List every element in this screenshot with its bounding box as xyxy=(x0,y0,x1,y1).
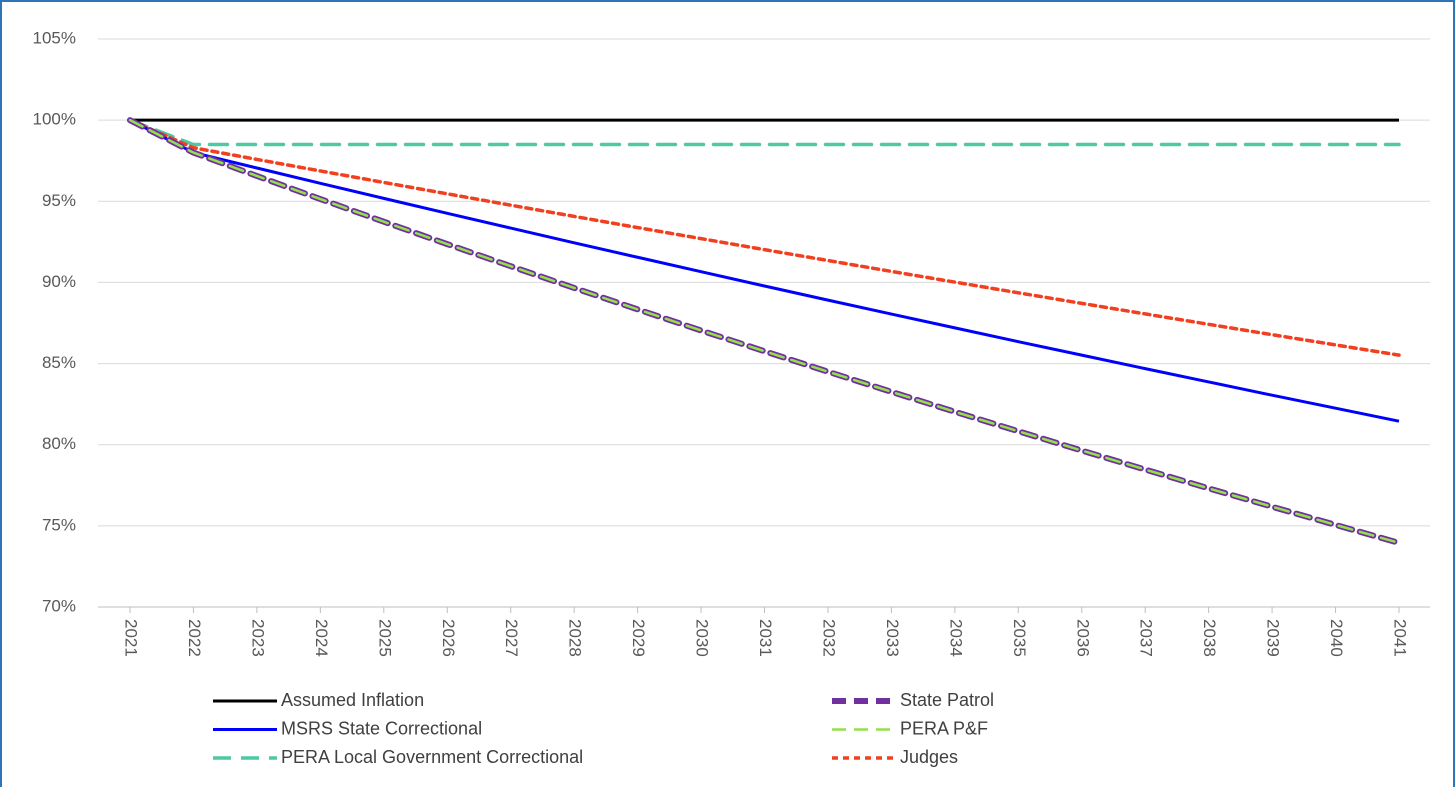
x-tick-label: 2037 xyxy=(1137,619,1156,657)
x-tick-label: 2039 xyxy=(1264,619,1283,657)
legend-label: Judges xyxy=(900,747,958,767)
y-tick-label: 95% xyxy=(42,191,76,210)
legend-label: PERA P&F xyxy=(900,718,988,738)
x-tick-label: 2033 xyxy=(883,619,902,657)
y-tick-label: 90% xyxy=(42,272,76,291)
y-tick-label: 70% xyxy=(42,596,76,615)
x-tick-label: 2036 xyxy=(1073,619,1092,657)
y-tick-label: 75% xyxy=(42,515,76,534)
x-tick-label: 2041 xyxy=(1391,619,1410,657)
line-series xyxy=(128,118,1401,545)
x-tick-label: 2026 xyxy=(439,619,458,657)
y-tick-label: 80% xyxy=(42,434,76,453)
legend-label: Assumed Inflation xyxy=(281,690,424,710)
line-series xyxy=(128,118,1401,357)
x-tick-label: 2031 xyxy=(756,619,775,657)
x-tick-label: 2030 xyxy=(693,619,712,657)
x-tick-label: 2032 xyxy=(819,619,838,657)
y-tick-label: 85% xyxy=(42,353,76,372)
x-tick-label: 2034 xyxy=(946,619,965,657)
x-tick-label: 2035 xyxy=(1010,619,1029,657)
x-tick-label: 2038 xyxy=(1200,619,1219,657)
x-tick-label: 2021 xyxy=(122,619,141,657)
x-tick-label: 2022 xyxy=(185,619,204,657)
legend-label: MSRS State Correctional xyxy=(281,718,482,738)
x-tick-label: 2029 xyxy=(629,619,648,657)
y-tick-label: 100% xyxy=(33,110,76,129)
x-tick-label: 2028 xyxy=(566,619,585,657)
line-series xyxy=(128,118,1401,147)
x-tick-label: 2024 xyxy=(312,619,331,657)
x-tick-label: 2040 xyxy=(1327,619,1346,657)
line-series xyxy=(129,118,1400,423)
y-tick-label: 105% xyxy=(33,28,76,47)
legend-label: State Patrol xyxy=(900,690,994,710)
x-tick-label: 2027 xyxy=(502,619,521,657)
x-tick-label: 2023 xyxy=(248,619,267,657)
x-tick-label: 2025 xyxy=(375,619,394,657)
legend-label: PERA Local Government Correctional xyxy=(281,747,583,767)
